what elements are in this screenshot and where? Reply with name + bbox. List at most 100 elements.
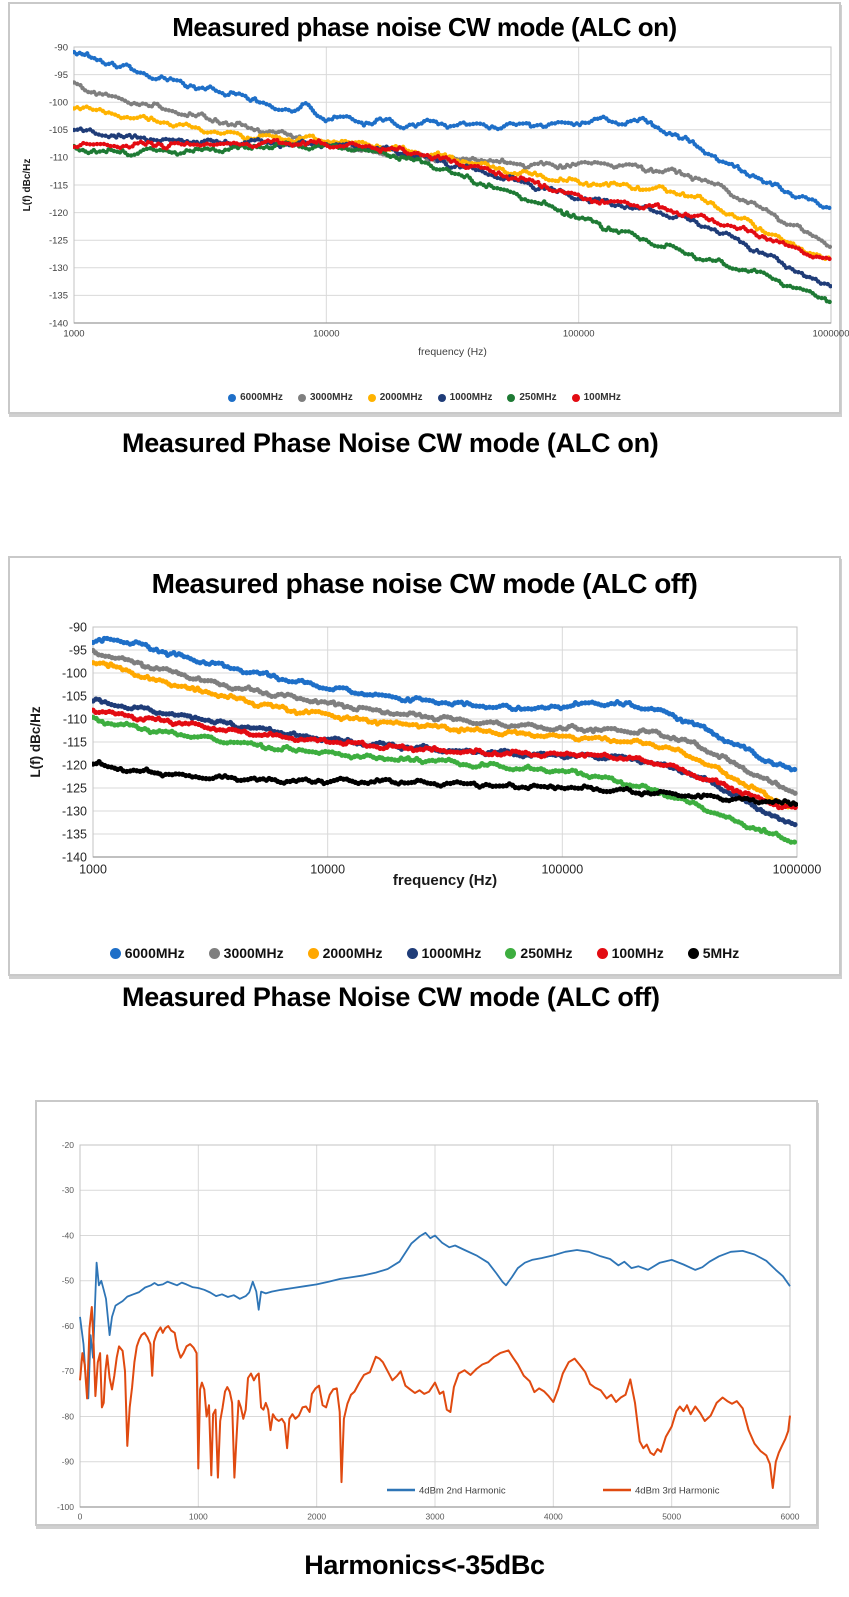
- svg-text:-95: -95: [54, 70, 68, 81]
- legend-item: 250MHz: [505, 945, 573, 961]
- svg-text:-90: -90: [69, 620, 87, 634]
- legend-item: 100MHz: [596, 945, 664, 961]
- legend-label: 5MHz: [702, 945, 740, 961]
- svg-text:-105: -105: [49, 125, 68, 136]
- legend-label: 6000MHz: [124, 945, 185, 961]
- legend-label: 6000MHz: [240, 392, 283, 403]
- chart-card-alc-off: Measured phase noise CW mode (ALC off) -…: [8, 556, 841, 976]
- svg-text:-40: -40: [62, 1230, 75, 1240]
- svg-text:L(f) dBc/Hz: L(f) dBc/Hz: [22, 159, 33, 212]
- svg-text:-105: -105: [62, 689, 87, 703]
- legend-marker-icon: [208, 947, 220, 959]
- svg-text:-140: -140: [62, 850, 87, 864]
- legend-marker-icon: [228, 393, 237, 402]
- svg-text:-90: -90: [54, 42, 68, 53]
- chart-title-alc-on: Measured phase noise CW mode (ALC on): [172, 12, 677, 42]
- legend-marker-icon: [109, 947, 121, 959]
- legend-marker-icon: [437, 393, 446, 402]
- svg-text:-100: -100: [62, 666, 87, 680]
- legend-label: 1000MHz: [421, 945, 482, 961]
- svg-text:1000000: 1000000: [773, 863, 822, 877]
- svg-text:0: 0: [78, 1512, 83, 1522]
- svg-text:frequency (Hz): frequency (Hz): [418, 346, 487, 358]
- legend-item: 6000MHz: [228, 392, 283, 403]
- svg-text:6000: 6000: [781, 1512, 800, 1522]
- legend-label: 250MHz: [519, 392, 557, 403]
- legend-marker-icon: [596, 947, 608, 959]
- legend-marker-icon: [505, 947, 517, 959]
- legend-marker-icon: [307, 947, 319, 959]
- svg-text:4dBm 3rd Harmonic: 4dBm 3rd Harmonic: [635, 1485, 720, 1496]
- legend-item: 6000MHz: [109, 945, 185, 961]
- legend-label: 100MHz: [611, 945, 664, 961]
- legend-marker-icon: [507, 393, 516, 402]
- svg-text:-20: -20: [62, 1140, 75, 1150]
- svg-text:-70: -70: [62, 1366, 75, 1376]
- svg-text:2000: 2000: [307, 1512, 326, 1522]
- alc-off-plot-area: -90 -95 -100 -105 -110 -115 -120 -125 -130 -135 -1…: [28, 620, 822, 889]
- legend-item: 100MHz: [571, 392, 621, 403]
- svg-text:-125: -125: [49, 236, 68, 247]
- legend-marker-icon: [687, 947, 699, 959]
- svg-text:100000: 100000: [541, 863, 583, 877]
- svg-text:-130: -130: [49, 263, 68, 274]
- caption-alc-on: Measured Phase Noise CW mode (ALC on): [122, 428, 659, 458]
- svg-text:-30: -30: [62, 1185, 75, 1195]
- legend-label: 2000MHz: [322, 945, 383, 961]
- legend-label: 2000MHz: [379, 392, 423, 403]
- svg-text:1000000: 1000000: [813, 329, 849, 340]
- legend-marker-icon: [367, 393, 376, 402]
- svg-text:-100: -100: [49, 98, 68, 109]
- chart-title-alc-off: Measured phase noise CW mode (ALC off): [151, 568, 698, 599]
- legend-marker-icon: [297, 393, 306, 402]
- svg-text:-130: -130: [62, 804, 87, 818]
- svg-text:100000: 100000: [563, 329, 595, 340]
- svg-text:4000: 4000: [544, 1512, 563, 1522]
- legend-item: 1000MHz: [406, 945, 482, 961]
- svg-text:-90: -90: [62, 1457, 75, 1467]
- svg-text:10000: 10000: [313, 329, 339, 340]
- legend-label: 3000MHz: [223, 945, 284, 961]
- svg-text:frequency (Hz): frequency (Hz): [393, 872, 497, 889]
- legend-marker-icon: [571, 393, 580, 402]
- legend-item: 2000MHz: [367, 392, 423, 403]
- legend-label: 1000MHz: [449, 392, 493, 403]
- alc-on-plot-area: -90 -95 -100 -105 -110 -115 -120 -125 -130 -135 -1…: [22, 42, 849, 358]
- svg-text:-80: -80: [62, 1411, 75, 1421]
- legend-item: 1000MHz: [437, 392, 493, 403]
- harmonics-plot-area: -20 -30 -40 -50 -60 -70 -80 -90 -100 0 1000 2000 300…: [57, 1140, 800, 1522]
- svg-text:5000: 5000: [662, 1512, 681, 1522]
- svg-text:-125: -125: [62, 781, 87, 795]
- svg-text:4dBm 2nd Harmonic: 4dBm 2nd Harmonic: [419, 1485, 506, 1496]
- svg-text:-60: -60: [62, 1321, 75, 1331]
- caption-alc-off: Measured Phase Noise CW mode (ALC off): [122, 982, 660, 1012]
- svg-text:-135: -135: [49, 291, 68, 302]
- svg-text:-120: -120: [62, 758, 87, 772]
- svg-text:-50: -50: [62, 1276, 75, 1286]
- legend-item: 3000MHz: [208, 945, 284, 961]
- svg-text:1000: 1000: [79, 863, 107, 877]
- caption-harmonics: Harmonics<-35dBc: [304, 1550, 545, 1580]
- alc-off-legend: 6000MHz 3000MHz 2000MHz 1000MHz 250MHz 100MHz…: [10, 945, 839, 961]
- svg-text:L(f) dBc/Hz: L(f) dBc/Hz: [28, 706, 43, 777]
- svg-text:1000: 1000: [189, 1512, 208, 1522]
- legend-item: 3000MHz: [297, 392, 353, 403]
- svg-text:-115: -115: [63, 735, 87, 749]
- legend-label: 3000MHz: [309, 392, 353, 403]
- svg-text:-135: -135: [62, 827, 87, 841]
- svg-text:1000: 1000: [63, 329, 84, 340]
- legend-item: 5MHz: [687, 945, 740, 961]
- harmonics-legend: 4dBm 2nd Harmonic 4dBm 3rd Harmonic: [387, 1485, 720, 1496]
- alc-on-legend: 6000MHz 3000MHz 2000MHz 1000MHz 250MHz 100MHz: [10, 392, 839, 403]
- legend-item: 2000MHz: [307, 945, 383, 961]
- legend-label: 100MHz: [583, 392, 621, 403]
- legend-item: 250MHz: [507, 392, 557, 403]
- svg-text:10000: 10000: [310, 863, 345, 877]
- svg-text:-120: -120: [49, 208, 68, 219]
- svg-text:-115: -115: [50, 180, 68, 191]
- svg-text:-110: -110: [63, 712, 87, 726]
- svg-text:3000: 3000: [426, 1512, 445, 1522]
- chart-card-harmonics: -20 -30 -40 -50 -60 -70 -80 -90 -100 0 1000 2000 300…: [35, 1100, 818, 1526]
- svg-text:-140: -140: [49, 318, 68, 329]
